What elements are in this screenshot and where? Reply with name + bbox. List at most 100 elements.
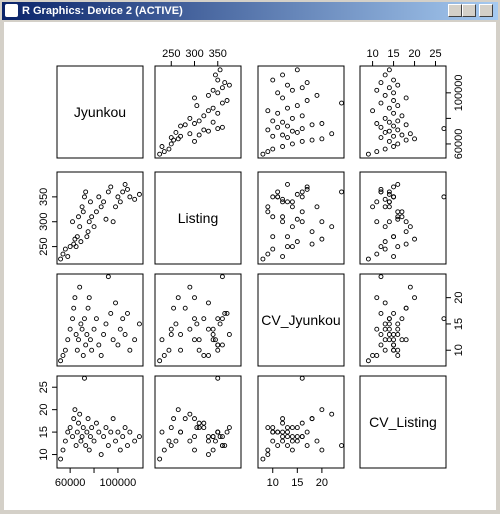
point: [280, 429, 286, 435]
point: [110, 337, 116, 343]
point: [196, 337, 202, 343]
point: [85, 305, 91, 311]
point: [196, 425, 202, 431]
point: [76, 214, 81, 220]
point: [265, 149, 271, 155]
point: [391, 184, 397, 190]
point: [319, 121, 325, 126]
point: [178, 347, 184, 353]
point: [407, 131, 413, 137]
point: [289, 438, 295, 444]
point: [299, 194, 305, 200]
minimize-button[interactable]: [448, 4, 462, 17]
point: [275, 429, 281, 435]
point: [309, 137, 315, 143]
point: [182, 416, 188, 422]
panel-frame: [56, 273, 144, 367]
point: [101, 199, 107, 205]
point: [173, 129, 179, 135]
point: [391, 98, 397, 103]
point: [113, 438, 118, 444]
x-tick-label: 10: [366, 48, 378, 60]
point: [309, 122, 315, 128]
point: [77, 224, 83, 230]
point: [78, 321, 84, 327]
point: [80, 425, 86, 431]
point: [127, 429, 133, 435]
point: [217, 67, 223, 73]
point: [182, 305, 188, 311]
point: [206, 452, 211, 457]
point: [60, 251, 66, 257]
point: [77, 411, 83, 417]
point: [382, 196, 388, 202]
point: [395, 127, 401, 133]
point: [378, 332, 384, 337]
point: [136, 434, 142, 440]
point: [265, 127, 271, 133]
point: [395, 321, 401, 327]
point: [378, 310, 384, 316]
point: [399, 316, 405, 322]
point: [395, 103, 401, 109]
point: [399, 132, 405, 138]
point: [304, 443, 310, 449]
point: [201, 127, 207, 133]
point: [289, 447, 295, 453]
point: [166, 146, 172, 152]
point: [391, 310, 397, 316]
point: [299, 375, 305, 381]
point: [136, 321, 142, 327]
point: [201, 113, 207, 119]
point: [378, 274, 384, 280]
point: [395, 332, 401, 337]
point: [192, 434, 197, 440]
point: [319, 136, 325, 142]
maximize-button[interactable]: [462, 4, 476, 17]
point: [201, 353, 207, 358]
point: [78, 239, 84, 245]
x-tick-label: 20: [316, 477, 328, 489]
point: [386, 67, 392, 73]
point: [74, 347, 80, 353]
x-tick-label: 25: [429, 48, 441, 60]
point: [280, 119, 286, 125]
panel-frame: [154, 375, 242, 469]
point: [403, 219, 409, 225]
point: [87, 199, 93, 205]
point: [391, 77, 397, 83]
point: [260, 256, 266, 262]
point: [260, 456, 266, 462]
point: [391, 254, 397, 259]
point: [382, 204, 388, 210]
point: [386, 119, 392, 125]
point: [391, 133, 397, 139]
point: [304, 186, 310, 192]
point: [395, 118, 401, 124]
point: [86, 219, 92, 225]
panel-frame: [257, 171, 345, 265]
panel-frame: [257, 273, 345, 367]
point: [365, 358, 371, 364]
point: [304, 429, 310, 435]
point: [178, 123, 184, 129]
point: [289, 199, 295, 205]
point: [386, 326, 392, 332]
close-button[interactable]: [479, 4, 493, 17]
x-tick-label: 300: [185, 48, 203, 60]
point: [441, 126, 447, 132]
point: [289, 224, 295, 230]
x-tick-label: 10: [267, 477, 279, 489]
point: [280, 95, 286, 101]
point: [73, 244, 79, 250]
point: [391, 347, 397, 353]
point: [412, 236, 417, 242]
point: [210, 337, 216, 343]
point: [309, 416, 315, 422]
point: [374, 149, 380, 155]
point: [280, 214, 286, 220]
point: [175, 407, 181, 413]
point: [378, 186, 384, 192]
point: [196, 132, 202, 138]
y-tick-label: 100000: [453, 74, 465, 111]
